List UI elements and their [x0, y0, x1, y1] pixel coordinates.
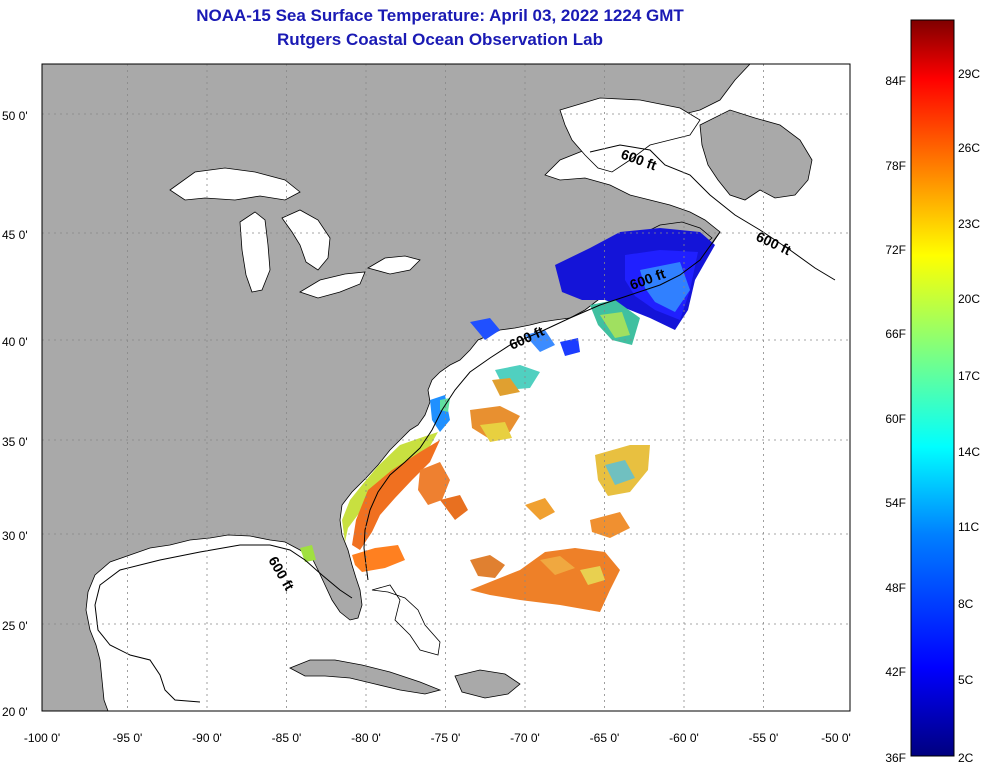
hispaniola-land — [454, 669, 521, 699]
longitude-label: -100 0' — [24, 731, 60, 745]
latitude-label: 25 0' — [2, 619, 28, 633]
lake-huron — [281, 209, 331, 271]
colorbar-celsius-label: 20C — [958, 292, 980, 306]
latitude-label: 30 0' — [2, 529, 28, 543]
lake-ontario — [366, 255, 421, 275]
colorbar-fahrenheit-label: 54F — [885, 496, 906, 510]
colorbar-fahrenheit-label: 42F — [885, 665, 906, 679]
colorbar-celsius-label: 5C — [958, 673, 974, 687]
colorbar-fahrenheit-label: 66F — [885, 327, 906, 341]
graticule — [42, 64, 850, 711]
longitude-label: -55 0' — [749, 731, 779, 745]
latitude-label: 40 0' — [2, 335, 28, 349]
colorbar-celsius-label: 14C — [958, 445, 980, 459]
colorbar-fahrenheit-label: 36F — [885, 751, 906, 765]
colorbar-celsius-label: 29C — [958, 67, 980, 81]
longitude-label: -95 0' — [113, 731, 143, 745]
colorbar-celsius-label: 17C — [958, 369, 980, 383]
map-title: NOAA-15 Sea Surface Temperature: April 0… — [196, 6, 684, 25]
bahamas-banks — [371, 584, 441, 656]
gulf-st-lawrence — [559, 97, 701, 173]
colorbar-celsius-label: 23C — [958, 217, 980, 231]
latitude-label: 50 0' — [2, 109, 28, 123]
longitude-label: -65 0' — [590, 731, 620, 745]
colorbar-celsius-label: 8C — [958, 597, 974, 611]
colorbar-fahrenheit-label: 84F — [885, 74, 906, 88]
north-america-land — [42, 64, 751, 711]
lake-superior — [169, 167, 301, 201]
colorbar — [910, 19, 955, 757]
sst-data-overlay — [300, 228, 715, 612]
map-subtitle: Rutgers Coastal Ocean Observation Lab — [277, 30, 603, 49]
colorbar-fahrenheit-label: 78F — [885, 159, 906, 173]
colorbar-celsius-label: 2C — [958, 751, 974, 765]
colorbar-fahrenheit-label: 60F — [885, 412, 906, 426]
longitude-label: -90 0' — [192, 731, 222, 745]
cuba-land — [289, 659, 442, 695]
lake-michigan — [239, 211, 271, 293]
longitude-label: -50 0' — [821, 731, 851, 745]
longitude-label: -75 0' — [431, 731, 461, 745]
latitude-label: 45 0' — [2, 228, 28, 242]
colorbar-celsius-label: 26C — [958, 141, 980, 155]
longitude-label: -85 0' — [272, 731, 302, 745]
longitude-label: -70 0' — [510, 731, 540, 745]
latitude-label: 35 0' — [2, 435, 28, 449]
lake-erie — [299, 271, 366, 299]
longitude-label: -60 0' — [669, 731, 699, 745]
latitude-label: 20 0' — [2, 705, 28, 719]
colorbar-celsius-label: 11C — [958, 520, 979, 534]
colorbar-fahrenheit-label: 72F — [885, 243, 906, 257]
colorbar-fahrenheit-label: 48F — [885, 581, 906, 595]
isobath-600ft — [94, 144, 836, 703]
newfoundland-land — [699, 109, 813, 201]
longitude-label: -80 0' — [351, 731, 381, 745]
